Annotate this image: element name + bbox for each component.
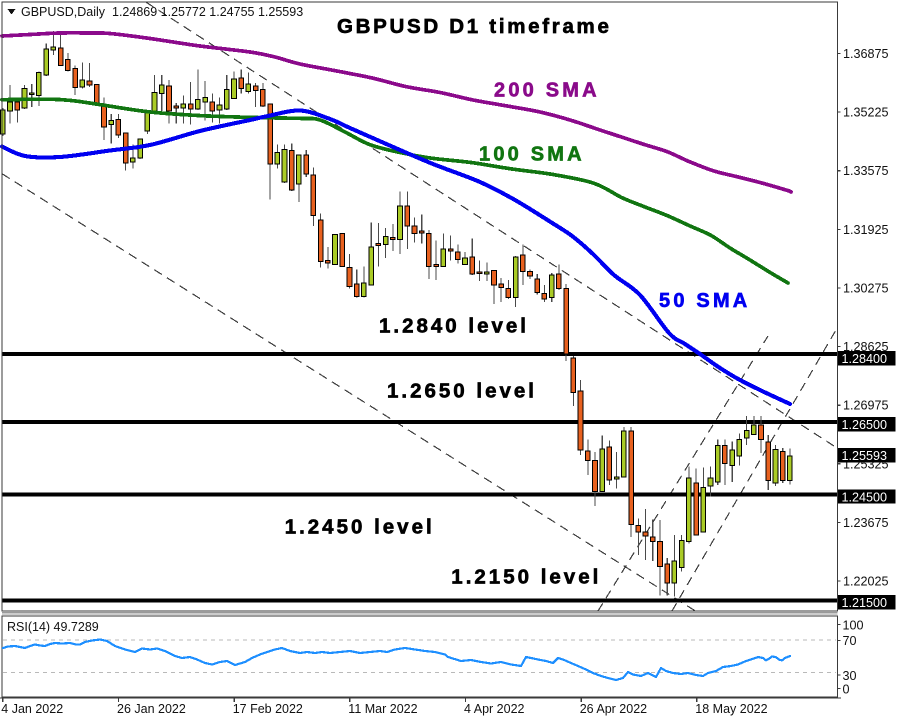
svg-text:RSI(14) 49.7289: RSI(14) 49.7289 <box>7 620 99 634</box>
svg-text:1.24500: 1.24500 <box>842 490 888 504</box>
svg-text:1.26975: 1.26975 <box>843 399 889 413</box>
svg-text:1.21500: 1.21500 <box>842 596 888 610</box>
svg-text:1.36875: 1.36875 <box>843 47 889 61</box>
svg-text:1.28400: 1.28400 <box>842 352 888 366</box>
svg-text:100: 100 <box>843 618 864 632</box>
svg-text:100 SMA: 100 SMA <box>479 144 585 166</box>
svg-text:GBPUSD D1 timeframe: GBPUSD D1 timeframe <box>337 15 612 38</box>
svg-text:1.30275: 1.30275 <box>843 282 889 296</box>
svg-text:1.31925: 1.31925 <box>843 223 889 237</box>
svg-text:1.33575: 1.33575 <box>843 164 889 178</box>
svg-text:11 Mar 2022: 11 Mar 2022 <box>348 702 417 716</box>
svg-text:1.35225: 1.35225 <box>843 106 889 120</box>
svg-text:30: 30 <box>843 669 857 683</box>
svg-text:1.26500: 1.26500 <box>842 418 888 432</box>
svg-text:1.22025: 1.22025 <box>843 575 889 589</box>
svg-text:18 May 2022: 18 May 2022 <box>695 702 767 716</box>
svg-text:1.2650 level: 1.2650 level <box>387 380 537 403</box>
svg-text:1.23675: 1.23675 <box>843 516 889 530</box>
svg-text:1.25593: 1.25593 <box>842 449 888 463</box>
svg-text:1.28625: 1.28625 <box>843 340 889 354</box>
svg-text:70: 70 <box>843 634 857 648</box>
svg-text:26 Jan 2022: 26 Jan 2022 <box>117 702 186 716</box>
svg-text:1.2150 level: 1.2150 level <box>451 566 601 589</box>
svg-text:200 SMA: 200 SMA <box>494 80 600 102</box>
svg-text:0: 0 <box>843 683 850 697</box>
svg-text:1.2450 level: 1.2450 level <box>285 516 435 539</box>
svg-text:GBPUSD,Daily 1.24869 1.25772: GBPUSD,Daily 1.24869 1.25772 1.24755 1.2… <box>21 5 303 19</box>
svg-text:17 Feb 2022: 17 Feb 2022 <box>233 702 303 716</box>
svg-text:4 Jan 2022: 4 Jan 2022 <box>1 702 63 716</box>
svg-text:1.2840 level: 1.2840 level <box>379 315 529 338</box>
svg-text:50 SMA: 50 SMA <box>659 290 750 312</box>
svg-text:4 Apr 2022: 4 Apr 2022 <box>464 702 525 716</box>
svg-text:26 Apr 2022: 26 Apr 2022 <box>580 702 647 716</box>
